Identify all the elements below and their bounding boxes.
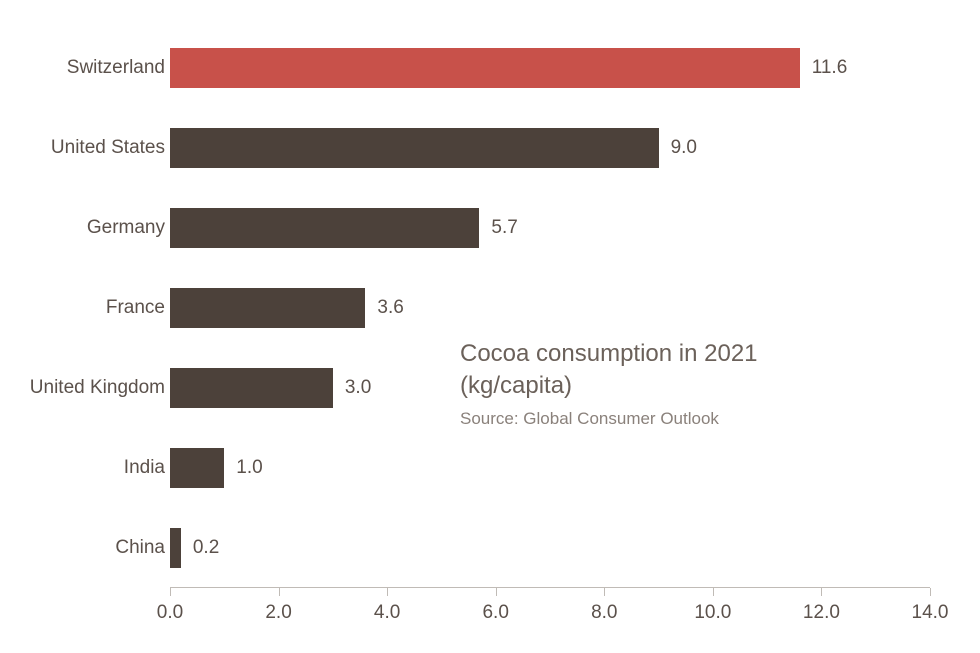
bar-value-label: 5.7 bbox=[491, 217, 517, 239]
x-tick bbox=[170, 588, 171, 596]
y-axis-labels: Switzerland United States Germany France Uni… bbox=[0, 28, 165, 588]
x-tick bbox=[821, 588, 822, 596]
x-tick bbox=[496, 588, 497, 596]
bar bbox=[170, 368, 333, 408]
bar-value-label: 9.0 bbox=[671, 137, 697, 159]
bar-value-label: 11.6 bbox=[812, 57, 848, 79]
x-tick-label: 14.0 bbox=[912, 602, 949, 624]
cocoa-consumption-chart: Switzerland United States Germany France Uni… bbox=[0, 0, 980, 653]
x-tick-label: 6.0 bbox=[482, 602, 508, 624]
x-tick-label: 0.0 bbox=[157, 602, 183, 624]
bar-value-label: 0.2 bbox=[193, 537, 219, 559]
y-axis-label: United States bbox=[0, 137, 165, 159]
x-tick bbox=[387, 588, 388, 596]
bar bbox=[170, 208, 479, 248]
x-tick bbox=[930, 588, 931, 596]
bar bbox=[170, 528, 181, 568]
x-tick-label: 4.0 bbox=[374, 602, 400, 624]
bar-value-label: 3.6 bbox=[377, 297, 403, 319]
x-tick-label: 8.0 bbox=[591, 602, 617, 624]
chart-title-line1: Cocoa consumption in 2021 bbox=[460, 338, 758, 370]
x-tick bbox=[279, 588, 280, 596]
x-tick bbox=[604, 588, 605, 596]
y-axis-label: India bbox=[0, 457, 165, 479]
chart-source: Source: Global Consumer Outlook bbox=[460, 409, 758, 429]
y-axis-label: Switzerland bbox=[0, 57, 165, 79]
x-tick-label: 2.0 bbox=[265, 602, 291, 624]
plot-area: 11.6 9.0 5.7 3.6 3.0 1.0 0.2 bbox=[170, 28, 930, 588]
x-tick-label: 10.0 bbox=[694, 602, 731, 624]
bar bbox=[170, 288, 365, 328]
bar bbox=[170, 128, 659, 168]
bar-value-label: 1.0 bbox=[236, 457, 262, 479]
bar-value-label: 3.0 bbox=[345, 377, 371, 399]
bar bbox=[170, 48, 800, 88]
x-tick bbox=[713, 588, 714, 596]
bar bbox=[170, 448, 224, 488]
y-axis-label: Germany bbox=[0, 217, 165, 239]
y-axis-label: France bbox=[0, 297, 165, 319]
x-axis-ticks: 0.02.04.06.08.010.012.014.0 bbox=[170, 588, 930, 638]
x-tick-label: 12.0 bbox=[803, 602, 840, 624]
y-axis-label: United Kingdom bbox=[0, 377, 165, 399]
chart-title-block: Cocoa consumption in 2021 (kg/capita) So… bbox=[460, 338, 758, 429]
y-axis-label: China bbox=[0, 537, 165, 559]
chart-title-line2: (kg/capita) bbox=[460, 370, 758, 402]
